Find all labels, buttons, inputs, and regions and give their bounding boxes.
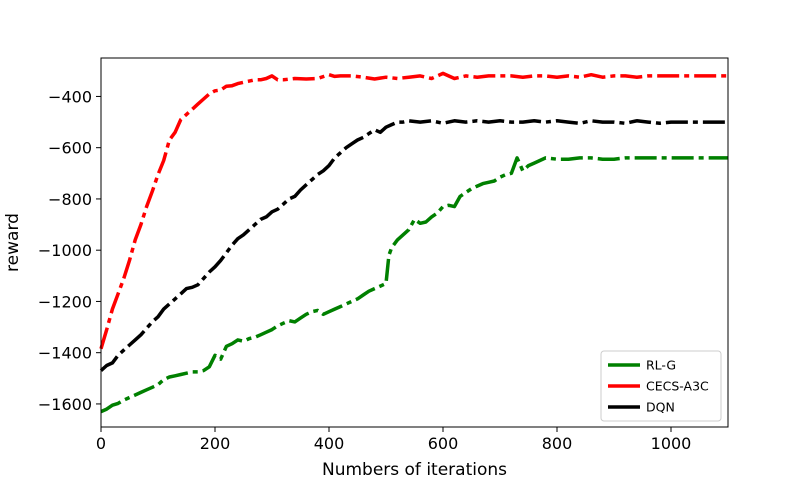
x-tick-label: 1000 — [651, 434, 692, 453]
x-tick-label: 800 — [542, 434, 573, 453]
x-tick-label: 200 — [200, 434, 231, 453]
y-tick-label: −1600 — [38, 395, 92, 414]
series-line-rl-g — [100, 156, 728, 414]
y-axis-label: reward — [3, 213, 23, 272]
x-axis: 0 200 400 600 800 1000 — [96, 427, 691, 453]
plot-frame — [100, 57, 729, 428]
y-tick-label: −400 — [48, 87, 92, 106]
y-tick-label: −1400 — [38, 344, 92, 363]
x-axis-label: Numbers of iterations — [322, 460, 507, 480]
x-tick-label: 0 — [96, 434, 106, 453]
legend: RL-G CECS-A3C DQN — [600, 350, 722, 422]
series-layer — [99, 71, 728, 414]
series-line-dqn — [99, 119, 728, 372]
series-line-cecs-a3c — [99, 71, 728, 350]
legend-label: DQN — [646, 400, 675, 415]
y-tick-label: −1000 — [38, 241, 92, 260]
y-tick-label: −600 — [48, 139, 92, 158]
legend-label: RL-G — [646, 358, 676, 373]
y-tick-label: −1200 — [38, 292, 92, 311]
legend-frame — [600, 350, 722, 422]
legend-label: CECS-A3C — [646, 379, 709, 394]
y-axis: −1600 −1400 −1200 −1000 −800 −600 −400 — [38, 87, 101, 414]
x-tick-label: 400 — [314, 434, 345, 453]
x-tick-label: 600 — [428, 434, 459, 453]
y-tick-label: −800 — [48, 190, 92, 209]
